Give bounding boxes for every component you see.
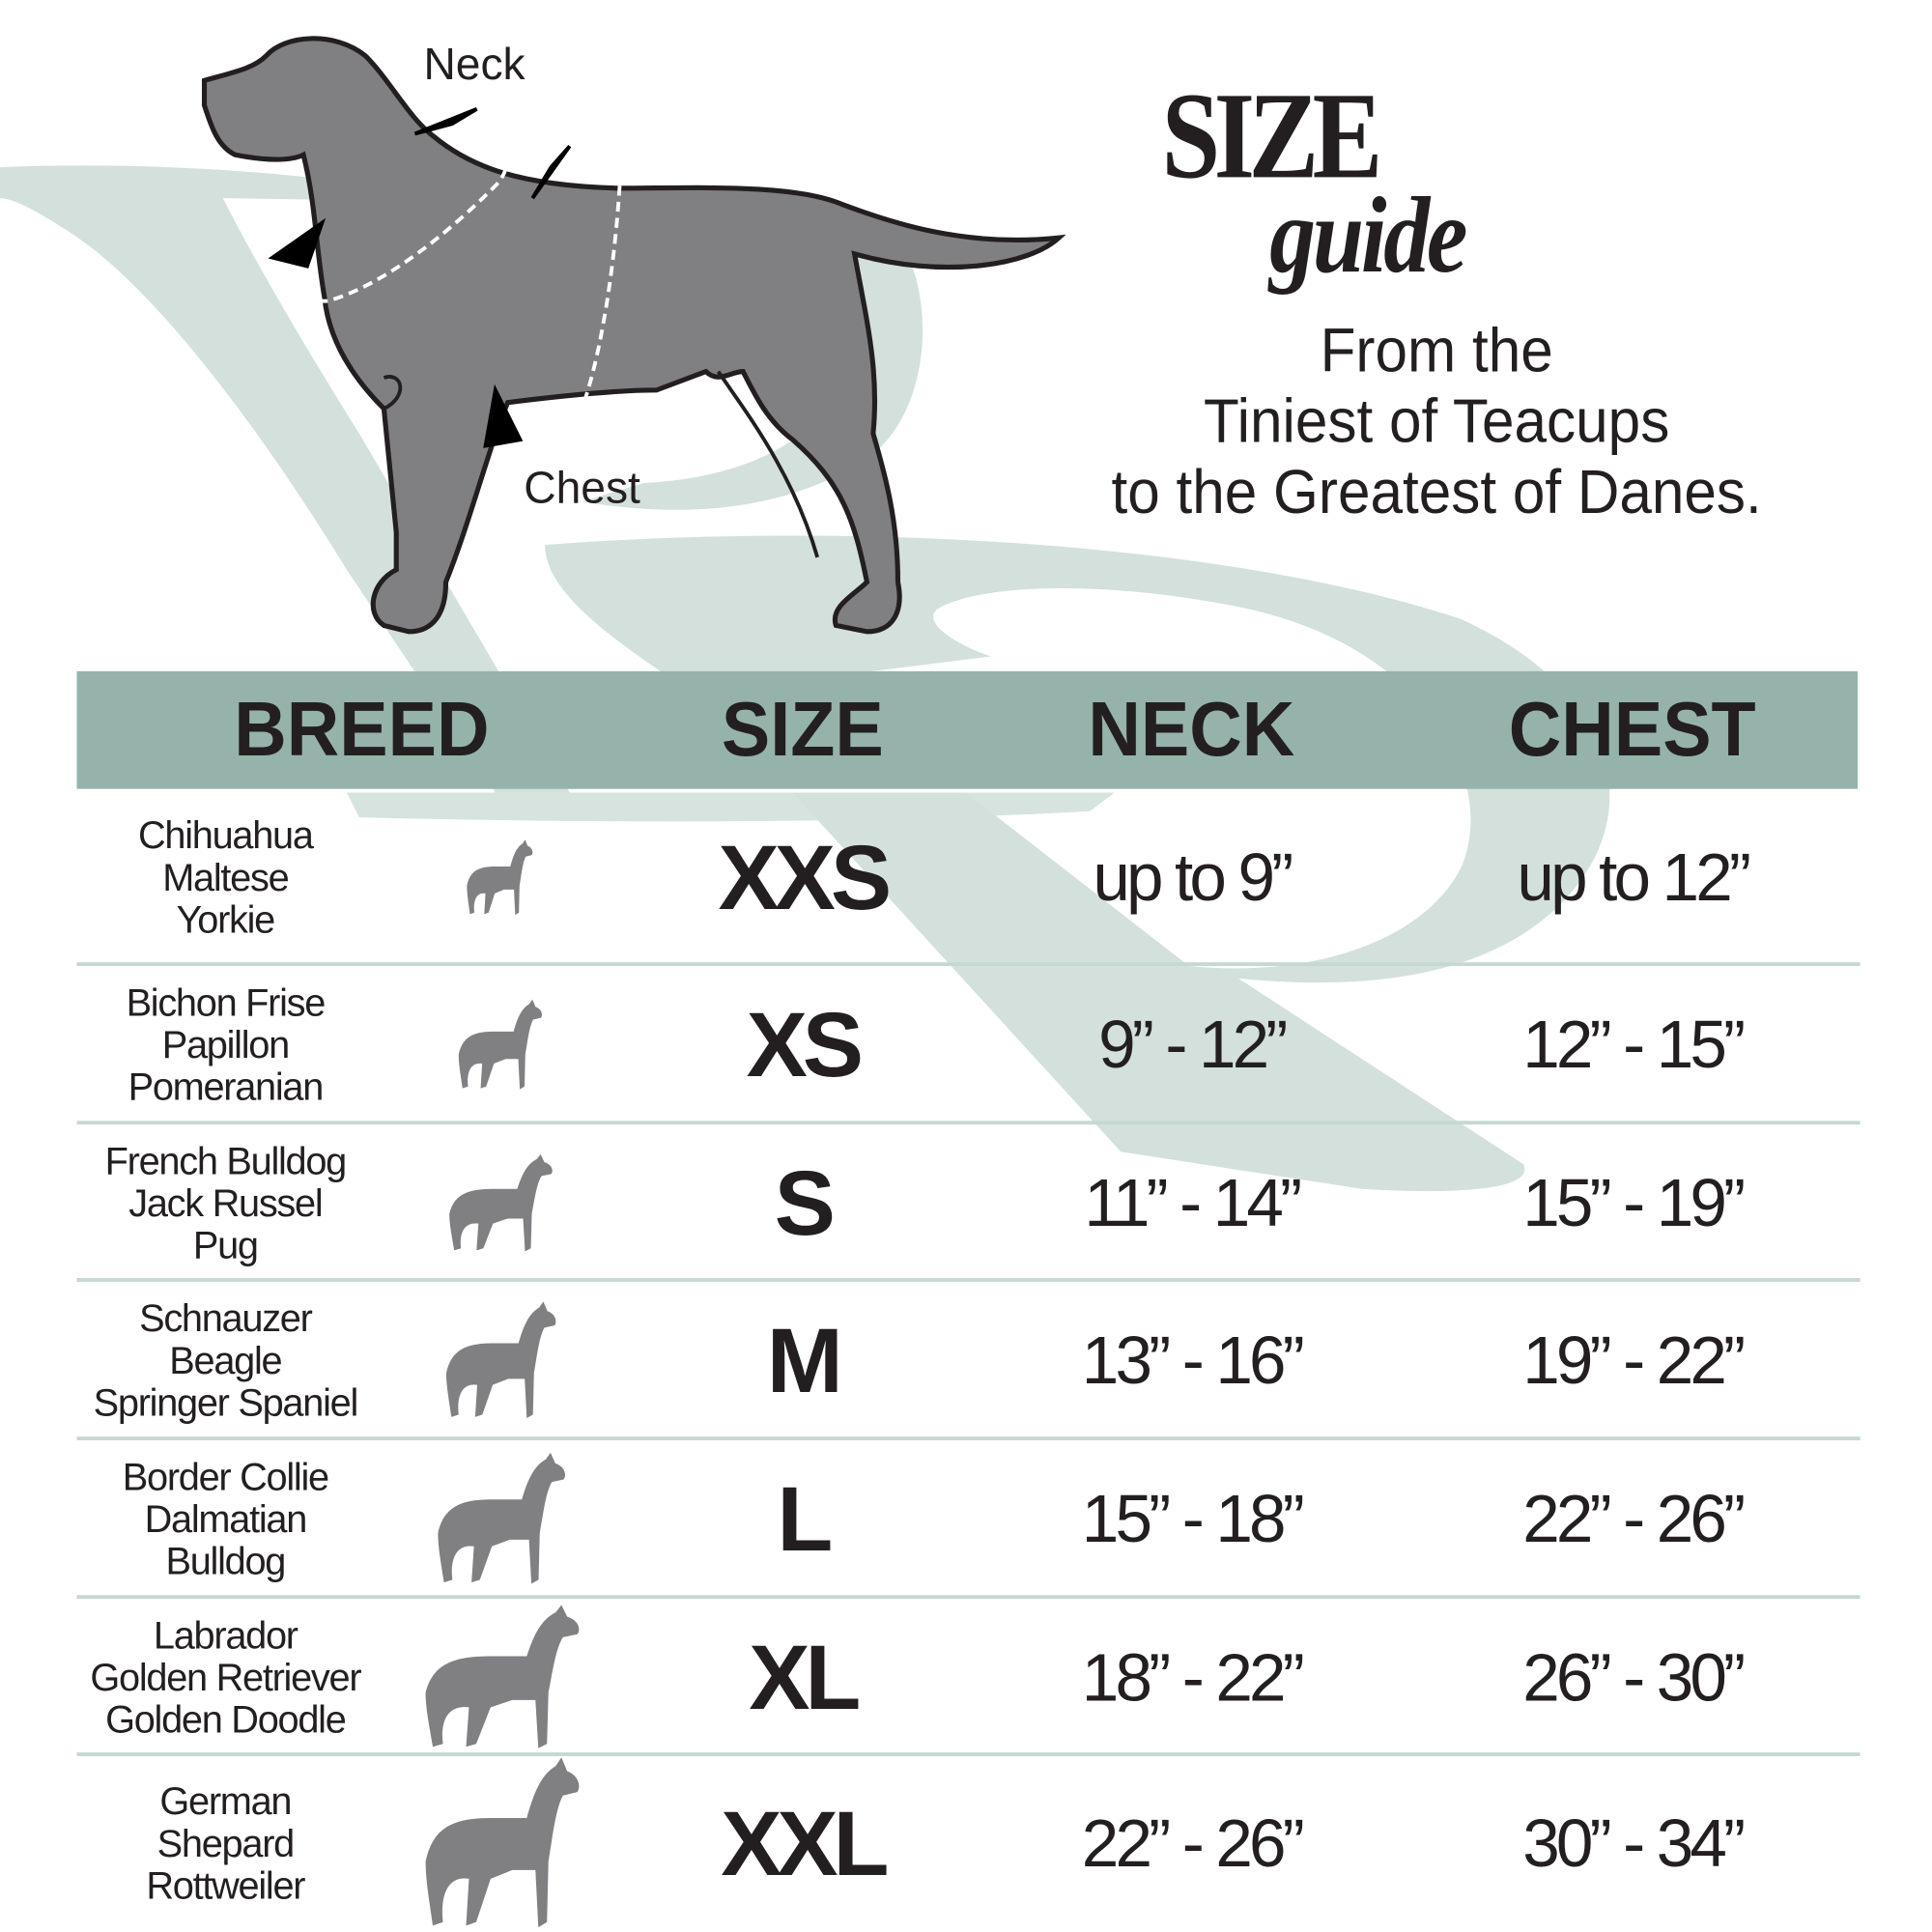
table-row: French Bulldog Jack Russel Pug S 11” - 1… [76,1124,1861,1282]
breed-name: Yorkie [176,896,276,941]
title-guide: guide [1269,176,1467,297]
breed-name: Springer Spaniel [93,1380,359,1425]
tagline: From the Tiniest of Teacups to the Great… [1065,316,1808,527]
breed-name: Labrador [153,1612,298,1657]
neck-value: 9” - 12” [1098,1008,1288,1083]
table-row: Labrador Golden Retriever Golden Doodle … [76,1599,1861,1756]
chest-value: up to 12” [1517,839,1751,915]
chest-value: 19” - 22” [1522,1323,1746,1399]
neck-value: 15” - 18” [1081,1482,1305,1557]
measurement-dog-illustration [201,36,1066,635]
row-divider [76,1595,1861,1600]
tagline-line: to the Greatest of Danes. [1111,457,1762,526]
header-chest: CHEST [1508,687,1756,773]
neck-measure-line [293,106,510,303]
tagline-line: From the [1320,315,1553,385]
chest-label: Chest [524,462,640,513]
neck-label: Neck [423,38,526,90]
breed-name: Bulldog [165,1539,287,1583]
table-row: Chihuahua Maltese Yorkie XXS up to 9” up… [76,789,1861,966]
neck-value: 11” - 14” [1084,1166,1302,1240]
breed-name: Beagle [169,1338,282,1382]
breed-name: Pomeranian [128,1065,325,1109]
breed-name: Schnauzer [139,1296,313,1341]
header-size: SIZE [721,687,884,773]
size-value: L [777,1467,833,1571]
breed-list: German Shepard Rottweiler [65,1779,386,1908]
breed-list: Border Collie Dalmatian Bulldog [65,1455,386,1583]
breed-name: Papillon [161,1022,290,1066]
size-value: XXS [718,825,893,928]
breed-list: French Bulldog Jack Russel Pug [65,1138,386,1266]
tagline-line: Tiniest of Teacups [1204,385,1670,456]
header-breed: BREED [234,687,490,773]
breed-name: Maltese [162,855,289,899]
row-divider [76,1121,1861,1125]
breed-name: Golden Doodle [105,1697,347,1741]
row-divider [76,1278,1861,1282]
breed-name: Golden Retriever [90,1655,361,1699]
table-row: German Shepard Rottweiler XXL 22” - 26” … [76,1756,1860,1932]
breed-name: Rottweiler [146,1863,305,1908]
breed-list: Bichon Frise Papillon Pomeranian [65,980,386,1109]
header-neck: NECK [1088,687,1295,773]
chihuahua-icon [467,838,533,915]
breed-name: Shepard [156,1821,296,1865]
size-value: XXL [721,1792,889,1895]
neck-value: 18” - 22” [1081,1640,1305,1715]
table-row: Schnauzer Beagle Springer Spaniel M 13” … [76,1282,1861,1441]
table-header: BREED SIZE NECK CHEST [76,670,1859,789]
dog-silhouette [201,36,1066,635]
table-row: Bichon Frise Papillon Pomeranian XS 9” -… [76,966,1861,1125]
breed-name: Pug [192,1223,259,1266]
chest-value: 12” - 15” [1522,1008,1746,1083]
retriever-icon [425,1604,580,1748]
chest-measure-line [512,133,622,447]
neck-arrow-icon [268,107,572,269]
size-value: S [774,1151,836,1255]
chest-arrow-icon [483,384,524,448]
size-value: XS [746,993,864,1096]
neck-value: up to 9” [1093,839,1293,915]
breed-name: French Bulldog [104,1138,348,1182]
breed-name: Chihuahua [137,812,314,857]
breed-name: German [159,1779,292,1824]
chest-value: 30” - 34” [1522,1806,1746,1882]
breed-name: Border Collie [122,1455,329,1499]
neck-value: 13” - 16” [1081,1323,1305,1399]
table-row: Border Collie Dalmatian Bulldog L 15” - … [76,1440,1861,1600]
breed-list: Chihuahua Maltese Yorkie [65,812,386,941]
neck-value: 22” - 26” [1081,1806,1305,1882]
pomeranian-icon [458,999,542,1090]
french-bulldog-icon [449,1153,553,1251]
breed-list: Labrador Golden Retriever Golden Doodle [65,1614,386,1741]
chest-value: 22” - 26” [1522,1482,1746,1557]
breed-name: Dalmatian [144,1496,308,1541]
breed-name: Bichon Frise [126,980,327,1025]
row-divider [76,1436,1861,1441]
breed-name: Jack Russel [128,1180,323,1225]
breed-list: Schnauzer Beagle Springer Spaniel [65,1296,386,1425]
title-size: SIZE [1161,67,1383,205]
chest-value: 26” - 30” [1522,1640,1746,1715]
chest-value: 15” - 19” [1522,1166,1746,1240]
german-shepherd-icon [425,1757,580,1928]
collie-icon [438,1452,565,1584]
row-divider [76,1752,1861,1756]
size-value: M [766,1309,843,1412]
row-divider [76,962,1861,966]
schnauzer-icon [445,1301,556,1419]
size-value: XL [749,1625,861,1729]
